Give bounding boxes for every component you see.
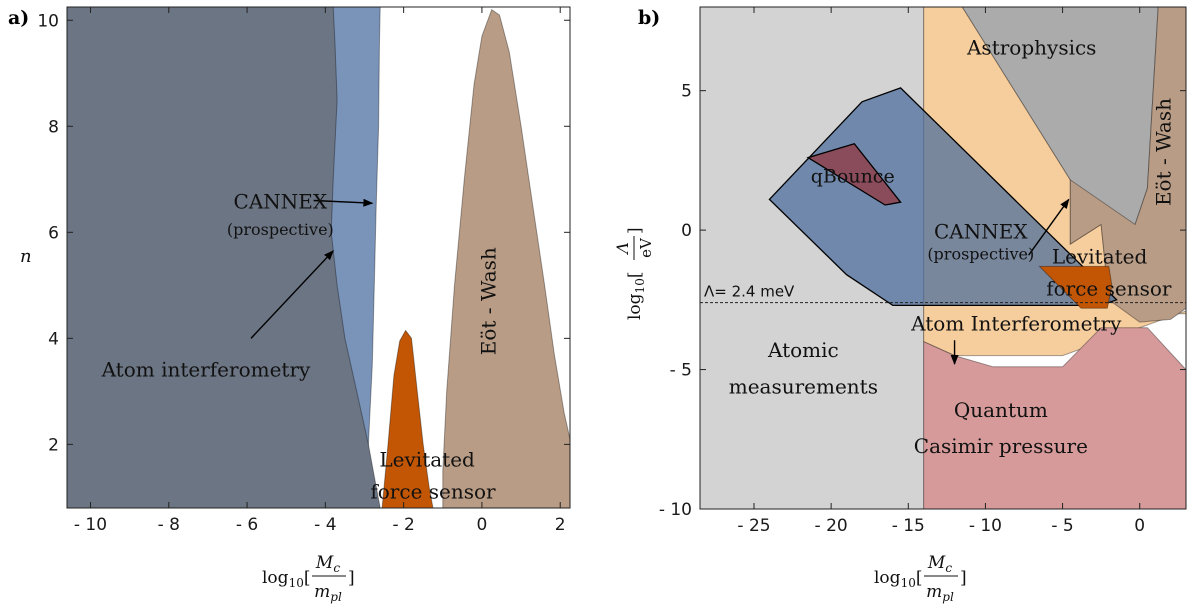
x-tick-label: - 2 <box>392 515 414 535</box>
region-levitated-force-sensor <box>1038 265 1113 309</box>
panel-b: b) Λ= 2.4 meV Astrophysics Eöt - Wash qBou… <box>613 6 1187 604</box>
svg-text:mpl: mpl <box>314 582 342 604</box>
annotation-atomic: Atomic <box>767 338 839 362</box>
annotation-e-t-wash: Eöt - Wash <box>1152 98 1176 206</box>
region-cannex-prospective <box>768 87 1118 307</box>
region-levitated-force-sensor <box>381 329 434 508</box>
annotation-levitated: Levitated <box>1052 245 1148 269</box>
y-tick-label: 0 <box>681 221 692 241</box>
svg-text:]: ] <box>348 568 355 588</box>
annotation-cannex: CANNEX <box>934 219 1028 243</box>
panel-label-a: a) <box>8 7 29 29</box>
svg-text:]: ] <box>625 227 645 234</box>
panel-a: a) CANNEX (prospective) Atom interferometr… <box>8 6 571 604</box>
svg-text:Λ: Λ <box>613 242 632 256</box>
y-tick-label: 10 <box>37 11 59 31</box>
svg-text:Mc: Mc <box>315 553 340 575</box>
svg-text:log10[: log10[ <box>874 568 922 590</box>
x-tick-label: - 5 <box>1051 516 1073 536</box>
y-tick-label: 2 <box>48 435 59 455</box>
annotation-casimir-pressure: Casimir pressure <box>914 434 1088 458</box>
annotation-astrophysics: Astrophysics <box>966 35 1096 59</box>
x-tick-label: - 10 <box>74 515 107 535</box>
panel-label-b: b) <box>638 7 660 29</box>
y-axis-label-a: n <box>20 246 32 267</box>
svg-text:log10[: log10[ <box>262 568 310 590</box>
plot-frame-b <box>699 6 1187 510</box>
y-tick-label: - 10 <box>659 500 692 520</box>
y-tick-label: 8 <box>48 117 59 137</box>
annotation-atom-interferometry: Atom interferometry <box>101 358 311 382</box>
svg-text:mpl: mpl <box>926 582 954 604</box>
region-e-t-wash <box>442 8 570 508</box>
x-axis-label-b: log10[ Mc mpl ] <box>874 553 967 604</box>
annotation-arrow <box>1028 198 1070 256</box>
x-tick-label: 0 <box>1134 516 1145 536</box>
annotation-prospective: (prospective) <box>927 244 1034 263</box>
y-tick-label: 6 <box>48 223 59 243</box>
y-axis-label-b: log10[ Λ eV ] <box>613 227 655 320</box>
region-quantum-casimir-pressure <box>923 327 1186 509</box>
x-tick-label: - 10 <box>969 516 1002 536</box>
annotation-measurements: measurements <box>729 374 878 398</box>
x-tick-label: - 20 <box>815 516 848 536</box>
x-tick-label: - 4 <box>314 515 336 535</box>
svg-text:]: ] <box>960 568 967 588</box>
annotation-qbounce: qBounce <box>811 166 895 188</box>
y-tick-label: - 5 <box>670 361 692 381</box>
region-atom-interferometry <box>67 7 381 508</box>
x-tick-label: - 15 <box>892 516 925 536</box>
y-tick-label: 4 <box>48 329 59 349</box>
y-tick-label: 5 <box>681 82 692 102</box>
annotation-prospective: (prospective) <box>227 220 334 239</box>
annotation-force-sensor: force sensor <box>370 479 496 503</box>
region-e-t-wash <box>1069 7 1186 323</box>
x-axis-label-a: log10[ Mc mpl ] <box>262 553 355 604</box>
x-tick-label: - 25 <box>737 516 770 536</box>
annotation-levitated: Levitated <box>379 448 475 472</box>
svg-text:eV: eV <box>637 237 655 258</box>
annotation-cannex: CANNEX <box>234 189 328 213</box>
plot-frame-a <box>66 6 571 509</box>
annotation-quantum: Quantum <box>954 398 1048 422</box>
annotation-arrow <box>250 250 334 339</box>
x-tick-label: - 6 <box>236 515 258 535</box>
svg-text:Mc: Mc <box>927 553 952 575</box>
annotation-force-sensor: force sensor <box>1046 277 1172 301</box>
annotation-atom-interferometry: Atom Interferometry <box>910 312 1122 336</box>
svg-text:log10[: log10[ <box>625 272 647 320</box>
x-tick-label: 2 <box>555 515 566 535</box>
reference-line-label: Λ= 2.4 meV <box>704 283 795 301</box>
region-qbounce <box>806 142 902 206</box>
annotation-e-t-wash: Eöt - Wash <box>477 247 501 355</box>
annotation-arrow <box>313 198 374 207</box>
x-tick-label: 0 <box>477 515 488 535</box>
x-tick-label: - 8 <box>158 515 180 535</box>
